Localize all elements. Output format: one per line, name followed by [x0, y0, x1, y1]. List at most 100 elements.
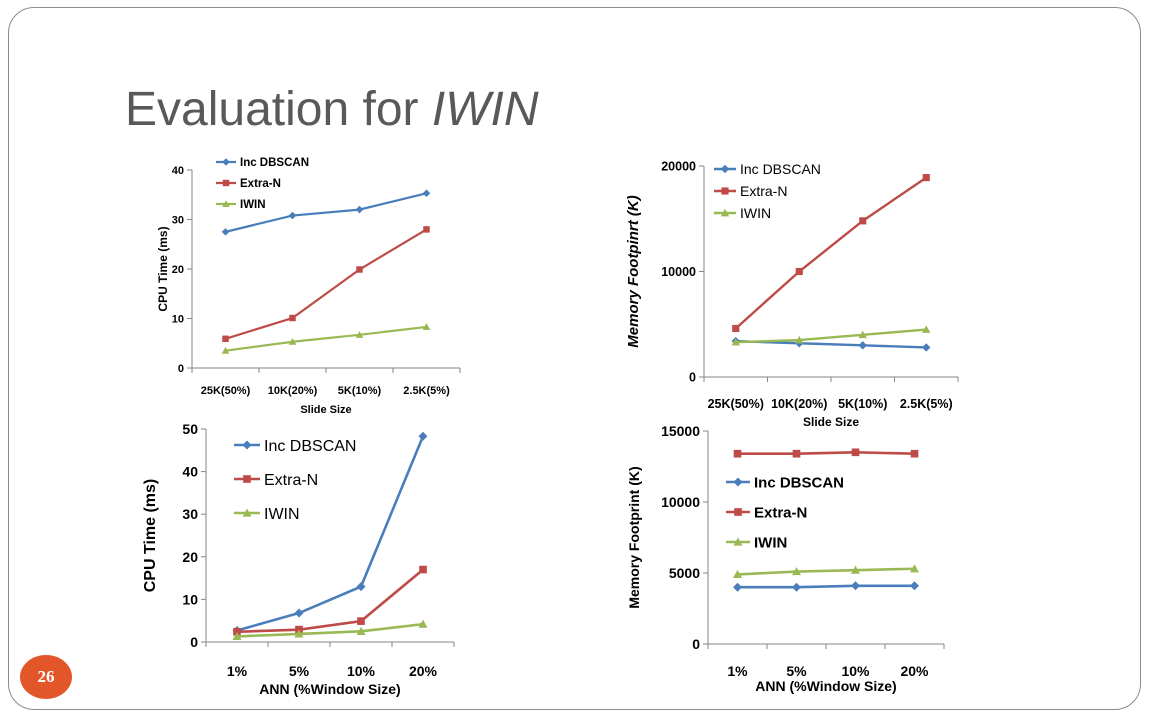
data-point [221, 346, 230, 354]
data-point [731, 337, 740, 346]
data-point [795, 267, 803, 276]
x-tick-label: 5% [289, 663, 310, 679]
data-point [910, 564, 919, 573]
y-tick-label: 0 [178, 363, 184, 375]
legend-marker [242, 508, 252, 517]
legend-item: Extra-N [714, 183, 787, 199]
data-point [922, 325, 931, 333]
series-inc-dbscan [232, 431, 428, 635]
legend-marker [222, 179, 230, 187]
legend-item: IWIN [726, 534, 787, 551]
page-number-badge: 26 [20, 655, 72, 699]
page-number: 26 [37, 667, 55, 686]
legend-label: IWIN [264, 506, 300, 523]
series-line [735, 328, 927, 344]
legend-marker [243, 475, 251, 483]
x-tick-label: 25K(50%) [708, 397, 764, 411]
data-point [422, 323, 431, 330]
chart-cpu-time-slide-size: 0 10 20 30 40 25K(50%) 10K(20%) 5K(10%) 2.5K(5%)… [156, 157, 461, 416]
data-point [922, 343, 931, 352]
legend-marker [721, 187, 729, 195]
data-point [858, 330, 867, 339]
legend-label: Inc DBSCAN [264, 438, 356, 455]
data-point [233, 627, 241, 636]
data-point [294, 608, 304, 618]
legend-marker [242, 440, 252, 450]
legend-item: Inc DBSCAN [216, 157, 309, 169]
y-tick-label: 10000 [661, 494, 700, 510]
chart-memory-slide-size: 0 10000 20000 25K(50%) 10K(20%) 5K(10%) 2.5K(5… [625, 160, 959, 429]
y-tick-label: 20000 [661, 160, 696, 174]
data-point [733, 449, 742, 458]
y-tick-label: 50 [182, 421, 198, 437]
legend-item: Inc DBSCAN [714, 161, 821, 177]
legend-marker [733, 477, 743, 487]
chart-memory-ann: 0 5000 10000 15000 1% 5% 10% 20%ANN (%Window Si… [626, 423, 945, 694]
series-line [225, 228, 428, 340]
x-axis-label: ANN (%Window Size) [259, 681, 400, 697]
data-point [357, 617, 365, 625]
data-point [733, 582, 742, 592]
y-tick-label: 10 [172, 313, 184, 325]
x-tick-label: 2.5K(5%) [403, 385, 450, 397]
legend-marker [720, 208, 730, 217]
series-line [737, 584, 915, 589]
x-tick-label: 5% [786, 663, 807, 679]
series-extra-n [733, 448, 919, 458]
x-tick-label: 25K(50%) [201, 385, 251, 397]
x-tick-label: 20% [409, 663, 438, 679]
data-point [289, 314, 296, 322]
legend-label: Extra-N [754, 504, 807, 521]
legend-marker [734, 508, 742, 516]
data-point [355, 205, 364, 214]
data-point [288, 337, 297, 345]
y-tick-label: 15000 [661, 423, 700, 439]
legend-item: Extra-N [726, 504, 807, 521]
slide-title-plain: Evaluation for [125, 83, 432, 136]
x-tick-label: 20% [900, 663, 929, 679]
data-point [423, 226, 430, 233]
series-extra-n [222, 226, 430, 343]
data-point [851, 448, 860, 457]
legend-marker [222, 158, 230, 166]
series-inc-dbscan [733, 581, 919, 592]
legend-marker [733, 537, 743, 546]
slide-title: Evaluation for IWIN [125, 82, 538, 137]
y-tick-label: 30 [182, 506, 198, 522]
data-point [294, 629, 304, 638]
slide-title-italic: IWIN [431, 83, 539, 136]
legend: Inc DBSCAN Extra-N IWIN [216, 157, 309, 211]
data-point [422, 189, 431, 198]
legend-label: IWIN [754, 534, 787, 551]
legend-item: Inc DBSCAN [726, 474, 844, 491]
legend-marker [222, 200, 230, 208]
legend-item: Extra-N [234, 472, 318, 489]
legend-label: Inc DBSCAN [754, 474, 844, 491]
y-axis-label: Memory Footprint (K) [626, 466, 642, 608]
chart-cpu-time-ann: 0 10 20 30 40 50 1% 5% 10% 20% ANN (%Window Size) C… [142, 421, 455, 697]
data-point [792, 582, 801, 592]
y-tick-label: 0 [689, 371, 696, 385]
x-axis-label: Slide Size [300, 404, 351, 416]
legend-label: Extra-N [264, 472, 318, 489]
data-point [910, 449, 919, 458]
series-inc-dbscan [221, 189, 431, 236]
series-line [236, 622, 424, 638]
data-point [288, 211, 297, 220]
x-tick-label: 1% [227, 663, 248, 679]
x-tick-label: 10K(20%) [268, 385, 318, 397]
x-tick-label: 1% [727, 663, 748, 679]
data-point [356, 266, 363, 273]
series-line [236, 435, 425, 632]
series-line [737, 567, 915, 576]
x-tick-label: 2.5K(5%) [900, 397, 953, 411]
y-axis-label: CPU Time (ms) [142, 479, 159, 593]
legend: Inc DBSCAN Extra-N IWIN [234, 438, 356, 523]
series-iwin [232, 619, 428, 641]
data-point [851, 581, 860, 591]
series-extra-n [732, 174, 930, 333]
x-tick-label: 5K(10%) [338, 385, 382, 397]
x-axis-label: Slide Size [803, 415, 859, 429]
x-tick-label: 10% [347, 663, 376, 679]
series-iwin [733, 564, 919, 579]
